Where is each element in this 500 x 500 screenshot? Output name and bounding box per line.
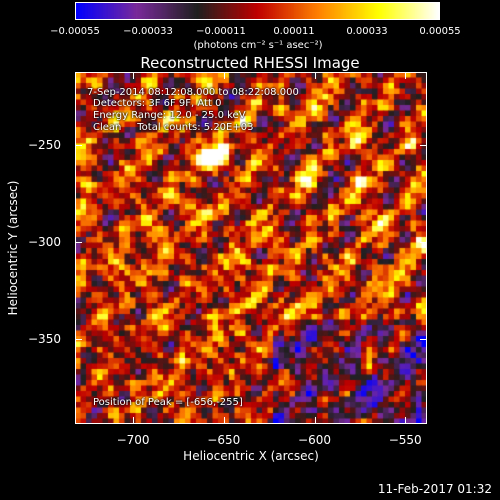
x-tick-mark [314,417,316,424]
y-tick-mark [420,145,427,147]
colorbar-tick-label: 0.00011 [273,26,315,37]
y-tick-mark [75,145,82,147]
y-tick-label: −300 [28,235,61,250]
annotation-peak-position: Position of Peak = [-656,-255] [93,397,243,408]
y-tick-mark [420,338,427,340]
x-tick-mark [133,72,135,79]
y-axis-label: Heliocentric Y (arcsec) [6,180,20,316]
x-tick-label: −600 [298,433,331,447]
y-tick-label: −250 [28,138,61,153]
x-tick-mark [405,72,407,79]
annotation-energy: Energy Range: 12.0 - 25.0 keV [93,110,246,121]
annotation-detectors: Detectors: 3F 6F 9F, Att 0 [93,98,222,109]
x-tick-label: −550 [388,433,422,447]
colorbar-tick-label: 0.00033 [346,26,388,37]
x-tick-mark [223,417,225,424]
colorbar-tick-label: 0.00055 [419,26,461,37]
y-tick-label: −350 [28,331,61,346]
x-tick-mark [223,72,225,79]
colorbar-tick-label: −0.00011 [196,26,246,37]
x-tick-label: −700 [116,433,150,447]
colorbar-tick-label: −0.00055 [50,26,100,37]
y-tick-mark [75,338,82,340]
annotation-time-range: 7-Sep-2014 08:12:08.000 to 08:22:08.000 [87,87,299,98]
heatmap-image [75,72,427,424]
chart-title: Reconstructed RHESSI Image [140,54,360,72]
x-tick-mark [133,417,135,424]
colorbar-unit-label: (photons cm⁻² s⁻¹ asec⁻²) [193,40,323,51]
y-tick-mark [420,242,427,244]
colorbar-tick-label: −0.00033 [123,26,173,37]
x-tick-mark [405,417,407,424]
footer-timestamp: 11-Feb-2017 01:32 [377,482,492,496]
annotation-method: Clean Total counts: 5.20E+03 [93,122,254,133]
x-axis-label: Heliocentric X (arcsec) [183,449,319,463]
x-tick-mark [314,72,316,79]
y-tick-mark [75,242,82,244]
colorbar [75,2,440,20]
x-tick-label: −650 [207,433,241,447]
